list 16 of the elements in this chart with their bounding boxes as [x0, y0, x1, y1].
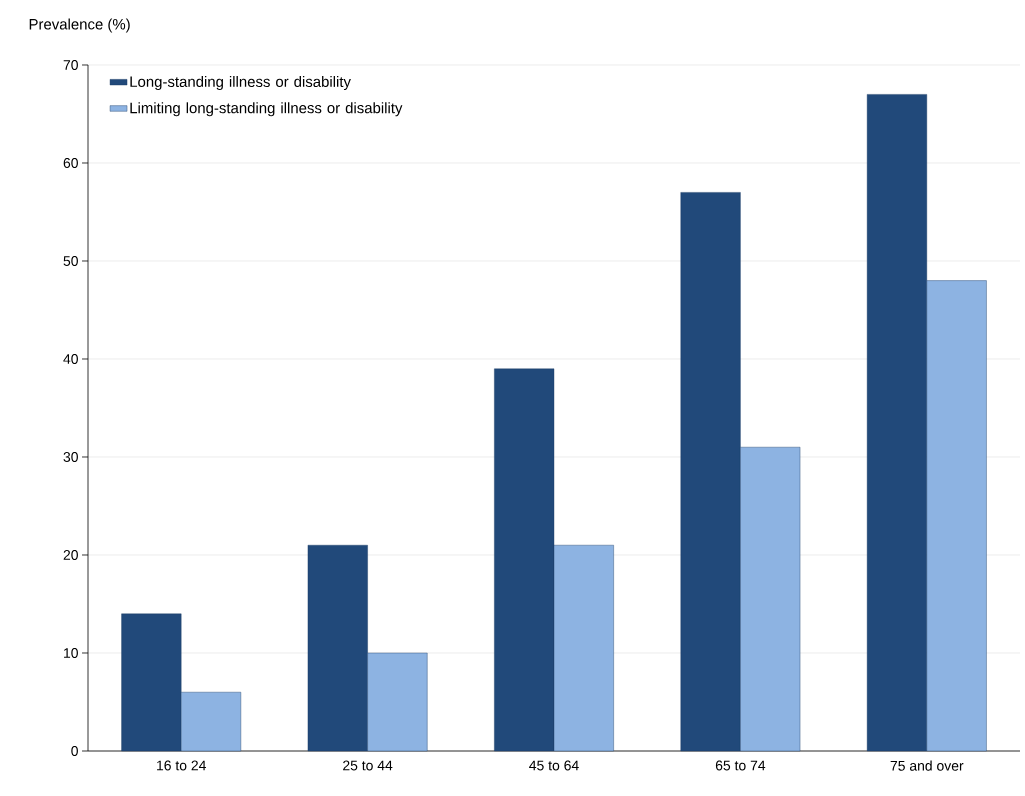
legend-label: Limiting long-standing illness or disability	[130, 102, 403, 117]
y-tick-label: 40	[63, 354, 78, 364]
y-tick-label: 50	[63, 256, 78, 266]
x-tick-label: 16 to 24	[157, 760, 206, 771]
legend-label: Long-standing illness or disability	[130, 76, 351, 90]
y-tick-label: 60	[63, 158, 78, 168]
y-tick-label: 0	[71, 746, 78, 756]
x-tick-label: 65 to 74	[715, 760, 766, 771]
x-tick-label: 25 to 44	[343, 760, 393, 771]
y-tick-label: 10	[64, 648, 78, 658]
x-tick-label: 45 to 64	[529, 760, 579, 771]
y-tick-label: 70	[63, 60, 78, 70]
x-tick-label: 75 and over	[890, 760, 964, 771]
y-axis-title: Prevalence (%)	[29, 18, 130, 33]
y-tick-label: 30	[63, 452, 78, 462]
y-tick-label: 20	[63, 550, 78, 560]
